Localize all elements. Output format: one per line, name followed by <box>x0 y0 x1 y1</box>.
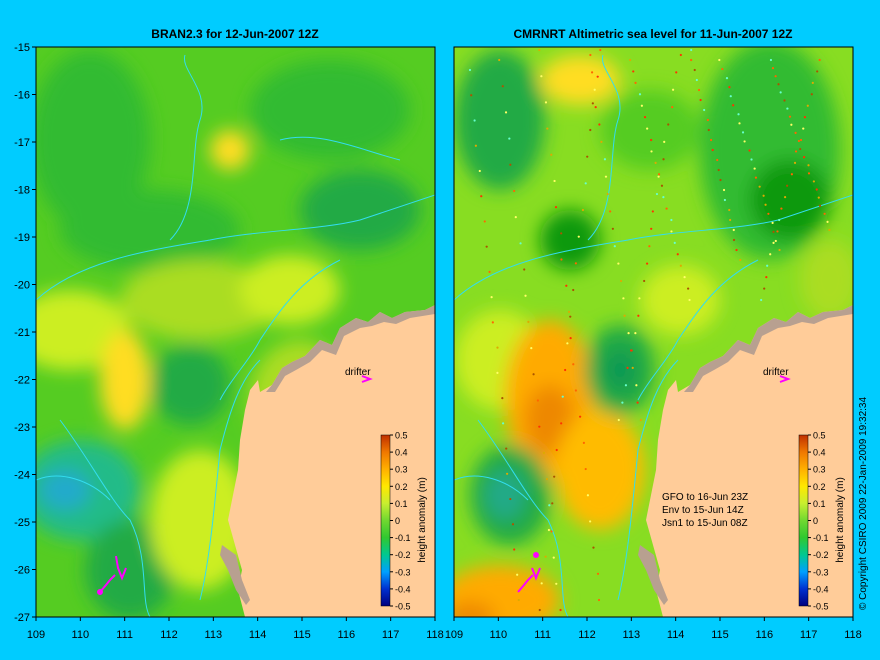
right-x-axis: 109 110 111 112 113 114 115 116 117 118 <box>445 617 862 641</box>
left-drifter-track <box>97 555 127 595</box>
x-tick-label: 114 <box>249 629 267 641</box>
y-tick-label: -19 <box>14 232 30 244</box>
colorbar-tick-label: -0.1 <box>813 533 829 543</box>
x-tick-label: 110 <box>490 629 508 641</box>
y-tick-label: -26 <box>14 565 30 577</box>
x-tick-label: 109 <box>445 629 463 641</box>
x-tick-label: 111 <box>534 629 551 641</box>
satellite-info-line-2: Env to 15-Jun 14Z <box>662 505 744 516</box>
colorbar-tick-label: 0.2 <box>813 482 826 492</box>
colorbar-tick-label: 0.5 <box>813 431 826 441</box>
x-tick-label: 117 <box>382 629 400 641</box>
y-tick-label: -16 <box>14 90 30 102</box>
colorbar-tick-label: 0 <box>813 516 818 526</box>
right-colorbar-title: height anomaly (m) <box>835 477 846 563</box>
colorbar-tick-label: -0.5 <box>395 602 411 612</box>
left-x-axis: 109 110 111 112 113 114 115 116 117 118 <box>27 617 444 641</box>
left-drifter-arrow <box>361 375 373 383</box>
x-tick-label: 113 <box>623 629 641 641</box>
right-altimeter-tracks <box>468 48 831 612</box>
x-tick-label: 110 <box>72 629 90 641</box>
colorbar-tick-label: -0.2 <box>813 550 829 560</box>
right-colorbar: 0.5 0.4 0.3 0.2 0.1 0 -0.1 -0.2 -0.3 -0.4 -0.5 hei… <box>798 431 846 612</box>
colorbar-tick-label: -0.4 <box>813 584 829 594</box>
y-tick-label: -23 <box>14 422 30 434</box>
satellite-info-line-3: Jsn1 to 15-Jun 08Z <box>662 518 748 529</box>
y-tick-label: -15 <box>14 42 30 54</box>
y-tick-label: -21 <box>14 327 30 339</box>
copyright-text: © Copyright CSIRO 2009 22-Jan-2009 19:32… <box>858 397 869 610</box>
y-tick-label: -17 <box>14 137 30 149</box>
right-isobaths <box>454 54 853 617</box>
y-tick-label: -24 <box>14 470 30 482</box>
x-tick-label: 112 <box>160 629 178 641</box>
x-tick-label: 113 <box>205 629 223 641</box>
satellite-info-line-1: GFO to 16-Jun 23Z <box>662 492 748 503</box>
x-tick-label: 114 <box>667 629 685 641</box>
left-map-title: BRAN2.3 for 12-Jun-2007 12Z <box>151 27 318 41</box>
x-tick-label: 116 <box>756 629 774 641</box>
y-tick-label: -25 <box>14 517 30 529</box>
left-colorbar: 0.5 0.4 0.3 0.2 0.1 0 -0.1 -0.2 -0.3 -0.4 -0.5 hei… <box>380 431 428 612</box>
right-drifter-arrow <box>779 375 791 383</box>
colorbar-tick-label: 0.3 <box>395 465 408 475</box>
right-sla-field: drifter GFO to 16-Jun 23Z Env to 15-Jun … <box>454 47 853 617</box>
x-tick-label: 115 <box>711 629 729 641</box>
x-tick-label: 112 <box>578 629 596 641</box>
colorbar-tick-label: -0.1 <box>395 533 411 543</box>
right-map-title: CMRNRT Altimetric sea level for 11-Jun-2… <box>514 27 793 41</box>
y-tick-label: -20 <box>14 280 30 292</box>
colorbar-tick-label: 0 <box>395 516 400 526</box>
colorbar-tick-label: -0.2 <box>395 550 411 560</box>
x-tick-label: 111 <box>116 629 133 641</box>
right-drifter-label: drifter <box>763 367 789 378</box>
left-drifter-label: drifter <box>345 367 371 378</box>
colorbar-tick-label: 0.4 <box>395 448 408 458</box>
x-tick-label: 118 <box>426 629 444 641</box>
colorbar-tick-label: 0.2 <box>395 482 408 492</box>
colorbar-tick-label: 0.5 <box>395 431 408 441</box>
x-tick-label: 118 <box>844 629 862 641</box>
left-y-axis: -15 -16 -17 -18 -19 -20 -21 -22 -23 -24 -25 -26 -27 <box>14 42 36 624</box>
right-drifter-track <box>517 552 541 593</box>
left-sla-field: drifter <box>36 47 435 617</box>
colorbar-tick-label: 0.4 <box>813 448 826 458</box>
colorbar-tick-label: 0.3 <box>813 465 826 475</box>
right-map-frame <box>453 46 854 618</box>
y-tick-label: -27 <box>14 612 30 624</box>
colorbar-tick-label: -0.3 <box>395 567 411 577</box>
colorbar-tick-label: -0.5 <box>813 602 829 612</box>
left-isobaths <box>36 54 435 617</box>
x-tick-label: 115 <box>293 629 311 641</box>
y-tick-label: -22 <box>14 375 30 387</box>
x-tick-label: 117 <box>800 629 818 641</box>
colorbar-tick-label: 0.1 <box>395 499 408 509</box>
colorbar-tick-label: -0.4 <box>395 584 411 594</box>
x-tick-label: 109 <box>27 629 45 641</box>
left-colorbar-title: height anomaly (m) <box>417 477 428 563</box>
y-tick-label: -18 <box>14 185 30 197</box>
colorbar-tick-label: -0.3 <box>813 567 829 577</box>
x-tick-label: 116 <box>338 629 356 641</box>
colorbar-tick-label: 0.1 <box>813 499 826 509</box>
